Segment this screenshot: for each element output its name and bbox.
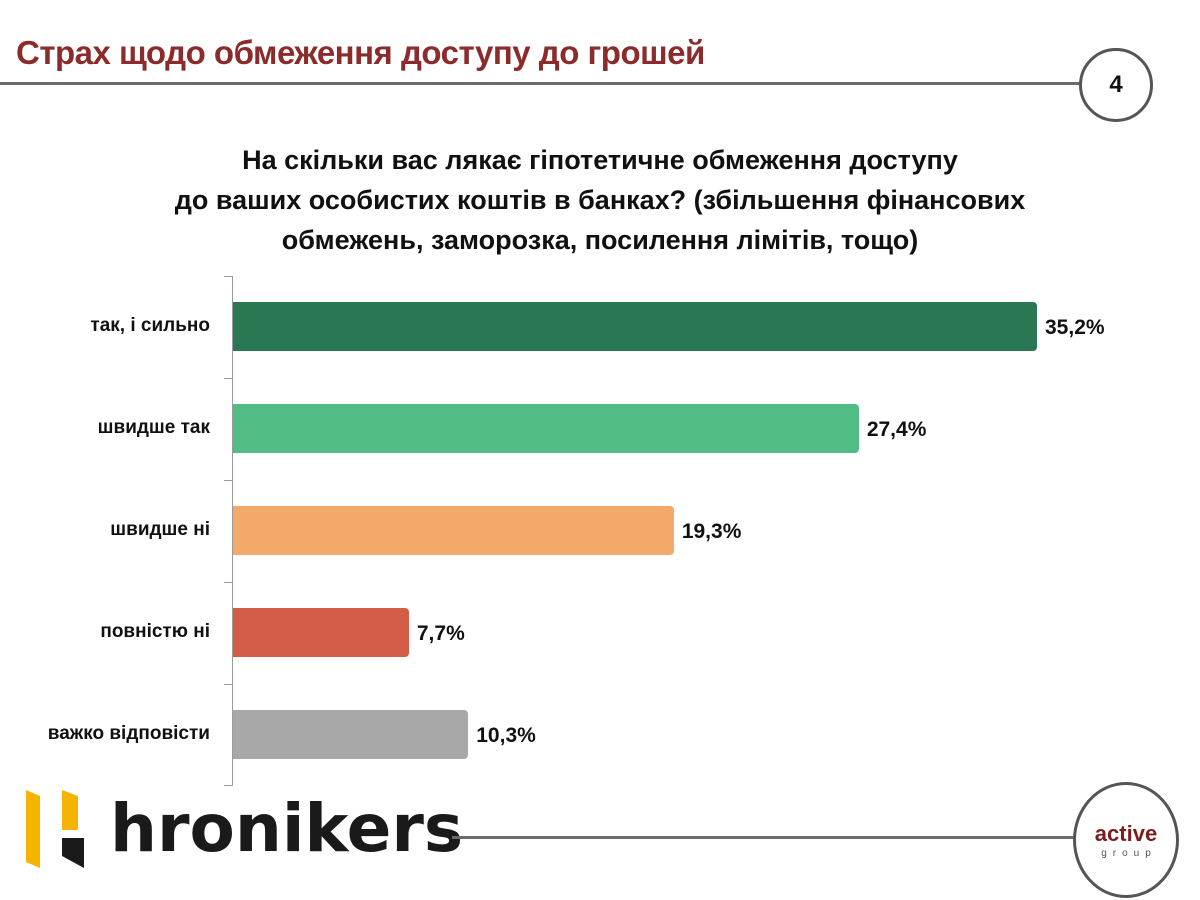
footer-divider — [452, 836, 1076, 839]
axis-tick — [224, 276, 233, 277]
category-label: швидше так — [97, 417, 210, 438]
category-axis — [232, 276, 233, 786]
active-group-word-active: active — [1094, 821, 1158, 846]
category-label: так, і сильно — [90, 315, 210, 336]
category-label: повністю ні — [100, 621, 210, 642]
bar — [233, 710, 469, 759]
chart-question: На скільки вас лякає гіпотетичне обмежен… — [100, 140, 1100, 260]
category-label: швидше ні — [110, 519, 210, 540]
question-line-1: На скільки вас лякає гіпотетичне обмежен… — [242, 145, 958, 175]
value-label: 10,3% — [476, 724, 536, 747]
axis-tick — [224, 785, 233, 786]
hronikers-logo-icon — [22, 790, 92, 870]
active-group-logo: active group — [1073, 782, 1179, 898]
category-label: важко відповісти — [47, 723, 210, 744]
hronikers-wordmark: hronikers — [110, 790, 464, 867]
header-divider — [0, 82, 1082, 85]
axis-tick — [224, 378, 233, 379]
bar — [233, 302, 1037, 351]
axis-tick — [224, 684, 233, 685]
bar — [233, 404, 859, 453]
axis-tick — [224, 582, 233, 583]
active-group-word-group: group — [1101, 848, 1157, 859]
value-label: 19,3% — [681, 520, 742, 543]
axis-tick — [224, 480, 233, 481]
bar — [233, 506, 674, 555]
question-line-3: обмежень, заморозка, посилення лімітів, … — [281, 225, 919, 255]
bar — [233, 608, 409, 657]
page-number-badge: 4 — [1079, 48, 1153, 122]
value-label: 27,4% — [866, 418, 927, 441]
slide-title: Страх щодо обмеження доступу до грошей — [16, 34, 705, 71]
page-number: 4 — [1109, 71, 1123, 98]
value-label: 35,2% — [1045, 316, 1105, 339]
question-line-2: до ваших особистих коштів в банках? (збі… — [174, 185, 1026, 215]
value-label: 7,7% — [416, 622, 465, 645]
